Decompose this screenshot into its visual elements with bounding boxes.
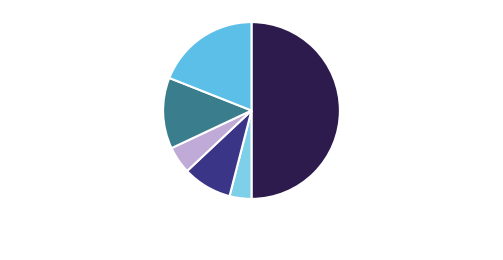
Wedge shape [252, 22, 340, 199]
Wedge shape [187, 110, 252, 196]
Wedge shape [170, 22, 252, 110]
Wedge shape [229, 110, 252, 199]
Wedge shape [163, 78, 252, 148]
Wedge shape [172, 110, 252, 171]
